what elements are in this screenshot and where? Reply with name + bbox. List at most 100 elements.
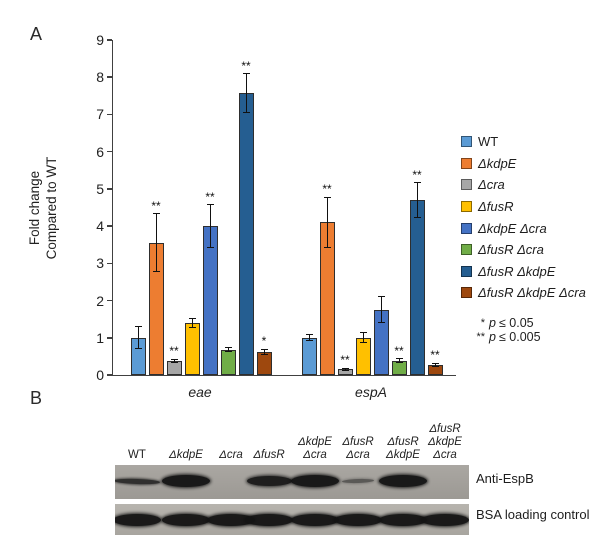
- espb_band-band-1: [162, 475, 210, 487]
- sig-note-pvar-1: p: [489, 330, 496, 344]
- lane-label-4-line-0: ΔkdpE: [298, 436, 332, 448]
- error-bar-line: [416, 182, 418, 218]
- bar-chart-plot-area: ** ** ** ** ** ** ** ** * **: [112, 40, 456, 376]
- error-bar-cap-top: [260, 348, 268, 350]
- y-tick-mark-8: [107, 76, 112, 78]
- bar-eae-6: [238, 93, 254, 375]
- error-bar-cap-bottom: [341, 370, 349, 372]
- lane-label-6-line-1: ΔkdpE: [386, 449, 420, 461]
- y-tick-label-6: 6: [96, 143, 104, 160]
- error-bar-cap-top: [305, 334, 313, 336]
- legend-swatch-7: [461, 287, 472, 299]
- chart-legend: WT ΔkdpE Δcra ΔfusR ΔkdpE Δcra ΔfusR Δcra Δfus…: [461, 131, 586, 304]
- lane-label-7-line-1: ΔkdpE: [428, 436, 462, 448]
- legend-label-4: ΔkdpE Δcra: [478, 220, 547, 236]
- lane-label-5: ΔfusR Δcra: [325, 402, 391, 462]
- y-tick-label-3: 3: [96, 255, 104, 272]
- error-bar-cap-bottom: [305, 340, 313, 342]
- sig-note-rest-1: ≤ 0.005: [498, 330, 541, 344]
- legend-item-4: ΔkdpE Δcra: [461, 217, 586, 239]
- significance-stars: **: [151, 198, 161, 213]
- y-axis-title-line2: Compared to WT: [44, 156, 59, 260]
- legend-item-5: ΔfusR Δcra: [461, 239, 586, 261]
- error-bar-cap-top: [341, 367, 349, 369]
- y-tick-mark-1: [107, 337, 112, 339]
- error-bar-cap-bottom: [134, 348, 142, 350]
- error-bar-line: [173, 359, 175, 363]
- significance-note: * p ≤ 0.05 ** p ≤ 0.005: [470, 316, 541, 344]
- bar-espA-0: [301, 337, 317, 375]
- y-tick-label-7: 7: [96, 106, 104, 123]
- lane-label-2-line-0: Δcra: [219, 449, 243, 461]
- error-bar-cap-bottom: [206, 246, 214, 248]
- error-bar-line: [155, 213, 157, 272]
- legend-swatch-3: [461, 201, 472, 213]
- y-axis-title: Fold change Compared to WT: [26, 97, 62, 319]
- espb_band-band-0: [115, 477, 161, 485]
- legend-label-1: ΔkdpE: [478, 155, 517, 171]
- significance-stars: **: [322, 182, 332, 197]
- bar-eae-4: [202, 226, 218, 375]
- legend-label-5: ΔfusR Δcra: [478, 242, 544, 258]
- legend-swatch-4: [461, 222, 472, 234]
- y-tick-mark-2: [107, 299, 112, 302]
- error-bar-line: [398, 358, 400, 363]
- y-tick-label-5: 5: [96, 180, 104, 197]
- y-axis-title-line1: Fold change: [27, 170, 42, 246]
- error-bar-line: [362, 332, 364, 343]
- legend-item-0: WT: [461, 131, 586, 153]
- legend-item-2: Δcra: [461, 174, 586, 196]
- legend-swatch-6: [461, 265, 472, 277]
- bsa_band-band-5: [334, 514, 382, 526]
- bar-espA-3: [355, 337, 371, 375]
- lane-label-6-line-0: ΔfusR: [387, 436, 419, 448]
- error-bar-cap-top: [206, 204, 214, 206]
- panel-a-label: A: [30, 24, 43, 44]
- bsa_band-band-6: [379, 514, 427, 526]
- error-bar-line: [344, 368, 346, 371]
- significance-stars: **: [412, 167, 422, 182]
- error-bar-line: [245, 73, 247, 113]
- bsa-loading-control-blot-image: [115, 504, 469, 535]
- legend-swatch-1: [461, 157, 472, 169]
- error-bar-cap-bottom: [431, 365, 439, 367]
- lane-label-0: WT: [104, 402, 170, 462]
- significance-stars: **: [430, 348, 440, 363]
- error-bar-cap-bottom: [377, 322, 385, 324]
- error-bar-cap-top: [170, 358, 178, 360]
- error-bar-line: [326, 197, 328, 248]
- error-bar-line: [209, 204, 211, 248]
- legend-item-3: ΔfusR: [461, 196, 586, 218]
- legend-label-7: ΔfusR ΔkdpE Δcra: [478, 285, 586, 301]
- legend-swatch-0: [461, 136, 472, 148]
- error-bar-cap-top: [413, 182, 421, 184]
- y-tick-mark-0: [107, 374, 112, 376]
- lane-label-1: ΔkdpE: [153, 402, 219, 462]
- error-bar-line: [227, 347, 229, 352]
- bsa_band-band-2: [207, 514, 255, 526]
- anti-espb-blot-image: [115, 465, 469, 499]
- bar-eae-7: [256, 351, 272, 375]
- significance-stars: **: [169, 344, 179, 359]
- error-bar-cap-top: [224, 346, 232, 348]
- error-bar-cap-top: [323, 196, 331, 198]
- bsa-caption: BSA loading control: [476, 507, 590, 522]
- error-bar-cap-bottom: [242, 112, 250, 114]
- espb_band-band-5: [341, 478, 375, 484]
- sig-note-stars-0: *: [480, 317, 485, 329]
- sig-note-pvar-0: p: [489, 316, 496, 330]
- legend-label-6: ΔfusR ΔkdpE: [478, 263, 556, 279]
- anti-espb-caption: Anti-EspB: [476, 471, 534, 486]
- error-bar-cap-bottom: [152, 271, 160, 273]
- y-tick-label-8: 8: [96, 69, 104, 86]
- group-label-eae: eae: [188, 384, 212, 400]
- y-tick-mark-7: [107, 113, 112, 116]
- legend-label-3: ΔfusR: [478, 199, 514, 215]
- significance-stars: **: [205, 189, 215, 204]
- y-tick-mark-3: [107, 262, 112, 265]
- error-bar-cap-bottom: [323, 246, 331, 248]
- legend-item-1: ΔkdpE: [461, 153, 586, 175]
- error-bar-cap-top: [134, 326, 142, 328]
- espb_band-band-4: [291, 475, 339, 487]
- error-bar-cap-bottom: [359, 342, 367, 344]
